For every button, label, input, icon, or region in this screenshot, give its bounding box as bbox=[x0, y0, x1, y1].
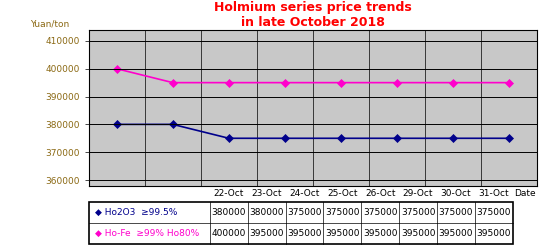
Text: 31-Oct: 31-Oct bbox=[479, 189, 509, 198]
Text: 29-Oct: 29-Oct bbox=[403, 189, 433, 198]
Text: 395000: 395000 bbox=[476, 229, 511, 238]
Text: 395000: 395000 bbox=[249, 229, 284, 238]
Text: ◆ Ho-Fe  ≥99% Ho80%: ◆ Ho-Fe ≥99% Ho80% bbox=[95, 229, 199, 238]
Text: Yuan/ton: Yuan/ton bbox=[30, 19, 70, 28]
Text: 30-Oct: 30-Oct bbox=[440, 189, 471, 198]
Text: 395000: 395000 bbox=[287, 229, 322, 238]
Text: 380000: 380000 bbox=[249, 208, 284, 217]
Text: 380000: 380000 bbox=[212, 208, 246, 217]
Text: 395000: 395000 bbox=[439, 229, 473, 238]
Text: 375000: 375000 bbox=[325, 208, 360, 217]
Text: 22-Oct: 22-Oct bbox=[213, 189, 244, 198]
FancyBboxPatch shape bbox=[89, 202, 512, 244]
Text: 25-Oct: 25-Oct bbox=[327, 189, 357, 198]
Text: ◆ Ho2O3  ≥99.5%: ◆ Ho2O3 ≥99.5% bbox=[95, 208, 177, 217]
Text: 400000: 400000 bbox=[212, 229, 246, 238]
Text: 24-Oct: 24-Oct bbox=[289, 189, 320, 198]
Text: 395000: 395000 bbox=[325, 229, 360, 238]
Text: 26-Oct: 26-Oct bbox=[365, 189, 396, 198]
Text: 375000: 375000 bbox=[363, 208, 397, 217]
Text: 375000: 375000 bbox=[439, 208, 473, 217]
Text: 395000: 395000 bbox=[401, 229, 435, 238]
Text: 375000: 375000 bbox=[287, 208, 322, 217]
Text: 395000: 395000 bbox=[363, 229, 397, 238]
Text: 375000: 375000 bbox=[476, 208, 511, 217]
Title: Holmium series price trends
in late October 2018: Holmium series price trends in late Octo… bbox=[214, 0, 412, 29]
Text: 23-Oct: 23-Oct bbox=[252, 189, 282, 198]
Text: 375000: 375000 bbox=[401, 208, 435, 217]
Text: Date: Date bbox=[514, 189, 536, 198]
